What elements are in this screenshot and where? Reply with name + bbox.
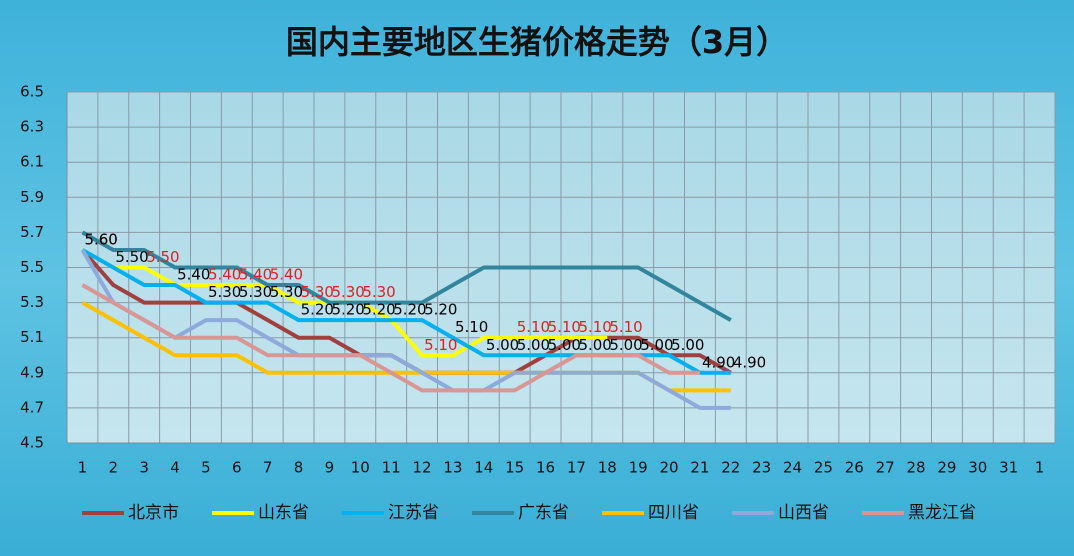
y-tick-label: 5.5 [20,258,44,276]
y-tick-label: 4.9 [20,363,44,381]
x-tick-label: 21 [690,459,709,477]
x-tick-label: 5 [201,459,211,477]
series-line [80,248,731,410]
data-label: 5.40 [208,266,241,284]
data-label: 5.30 [301,283,334,301]
x-tick-label: 12 [413,459,432,477]
data-label: 5.10 [455,318,488,336]
y-tick-label: 4.7 [20,398,44,416]
x-tick-label: 15 [505,459,524,477]
legend-label: 山东省 [258,503,309,523]
data-label: 5.50 [115,248,148,266]
data-label: 5.10 [517,318,550,336]
series-line [81,283,700,393]
data-label: 5.30 [239,283,272,301]
data-label: 5.00 [486,336,519,354]
data-label: 5.20 [331,301,364,319]
data-label: 5.40 [239,266,272,284]
data-label: 5.10 [424,336,457,354]
x-tick-label: 8 [294,459,304,477]
x-tick-label: 22 [721,459,740,477]
x-tick-label: 3 [139,459,149,477]
data-label: 5.00 [578,336,611,354]
data-label: 5.10 [609,318,642,336]
y-tick-label: 6.5 [20,83,44,101]
y-tick-label: 5.3 [20,293,44,311]
data-label: 5.30 [362,283,395,301]
data-label: 5.20 [424,301,457,319]
data-label: 5.00 [671,336,704,354]
y-tick-label: 6.3 [20,118,44,136]
data-label: 5.60 [84,230,117,248]
x-tick-label: 6 [232,459,242,477]
x-tick-label: 23 [752,459,771,477]
x-tick-label: 17 [567,459,586,477]
x-tick-label: 7 [263,459,273,477]
chart-title: 国内主要地区生猪价格走势（3月） [286,23,788,61]
data-label: 5.60 [84,230,117,248]
x-tick-label: 24 [783,459,802,477]
y-tick-label: 6.1 [20,153,44,171]
x-tick-label: 14 [474,459,493,477]
legend-label: 山西省 [778,503,829,523]
x-tick-label: 30 [968,459,987,477]
data-label: 5.20 [393,301,426,319]
x-tick-label: 13 [443,459,462,477]
x-tick-label: 19 [629,459,648,477]
x-tick-label: 11 [382,459,401,477]
x-tick-label: 1 [78,459,88,477]
data-label: 5.10 [548,318,581,336]
data-label: 5.00 [548,336,581,354]
legend-label: 广东省 [518,503,569,523]
x-tick-label: 26 [845,459,864,477]
data-label: 4.90 [733,353,766,371]
x-tick-label: 27 [876,459,895,477]
x-tick-label: 2 [109,459,119,477]
data-label: 5.10 [578,318,611,336]
x-tick-label: 31 [999,459,1018,477]
data-label: 5.30 [270,283,303,301]
data-label: 5.40 [177,266,210,284]
data-label: 5.00 [517,336,550,354]
y-tick-label: 4.5 [20,434,44,452]
data-label: 5.00 [609,336,642,354]
x-tick-label: 29 [937,459,956,477]
x-tick-label: 25 [814,459,833,477]
x-tick-label: 20 [660,459,679,477]
data-label: 5.40 [270,266,303,284]
legend-label: 江苏省 [388,503,439,523]
data-label: 5.20 [301,301,334,319]
y-tick-label: 5.7 [20,223,44,241]
legend-label: 四川省 [648,503,699,523]
data-label: 5.00 [640,336,673,354]
x-tick-label: 1 [1035,459,1045,477]
y-tick-label: 5.1 [20,328,44,346]
y-tick-label: 5.9 [20,188,44,206]
x-tick-label: 10 [351,459,370,477]
data-label: 4.90 [702,353,735,371]
x-tick-label: 18 [598,459,617,477]
x-tick-label: 4 [170,459,180,477]
x-tick-label: 28 [907,459,926,477]
series-line [81,230,732,322]
legend-label: 北京市 [128,503,179,523]
x-tick-label: 9 [325,459,335,477]
x-tick-label: 16 [536,459,555,477]
data-label: 5.30 [331,283,364,301]
data-label: 5.50 [146,248,179,266]
data-label: 5.20 [362,301,395,319]
data-label: 5.30 [208,283,241,301]
legend-label: 黑龙江省 [908,503,976,523]
